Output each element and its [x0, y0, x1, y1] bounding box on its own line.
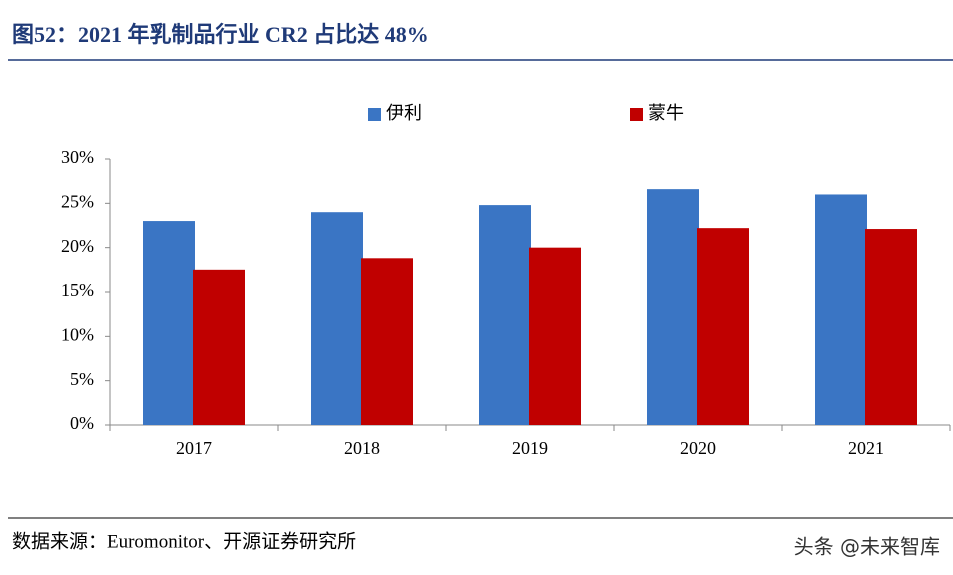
- x-tick-label: 2017: [176, 438, 212, 458]
- y-tick-label: 5%: [70, 369, 94, 389]
- x-tick-label: 2021: [848, 438, 884, 458]
- bar: [479, 205, 531, 425]
- legend-swatch: [630, 108, 643, 121]
- bar: [865, 229, 917, 425]
- watermark: 头条 @未来智库: [794, 535, 940, 559]
- bar: [815, 194, 867, 425]
- x-tick-label: 2018: [344, 438, 380, 458]
- x-tick-label: 2019: [512, 438, 548, 458]
- bar: [697, 228, 749, 425]
- legend-label: 蒙牛: [648, 103, 684, 123]
- bar: [647, 189, 699, 425]
- y-tick-label: 30%: [61, 147, 94, 167]
- y-tick-label: 25%: [61, 191, 94, 211]
- y-tick-label: 20%: [61, 236, 94, 256]
- legend-label: 伊利: [386, 103, 422, 123]
- bar: [311, 212, 363, 425]
- chart-title: 图52：2021 年乳制品行业 CR2 占比达 48%: [12, 22, 429, 47]
- source-note: 数据来源：Euromonitor、开源证券研究所: [12, 530, 356, 552]
- y-tick-label: 0%: [70, 413, 94, 433]
- legend-swatch: [368, 108, 381, 121]
- x-tick-label: 2020: [680, 438, 716, 458]
- bar: [529, 247, 581, 425]
- bar: [361, 258, 413, 425]
- bar: [193, 269, 245, 425]
- y-tick-label: 10%: [61, 324, 94, 344]
- y-tick-label: 15%: [61, 280, 94, 300]
- bar: [143, 221, 195, 425]
